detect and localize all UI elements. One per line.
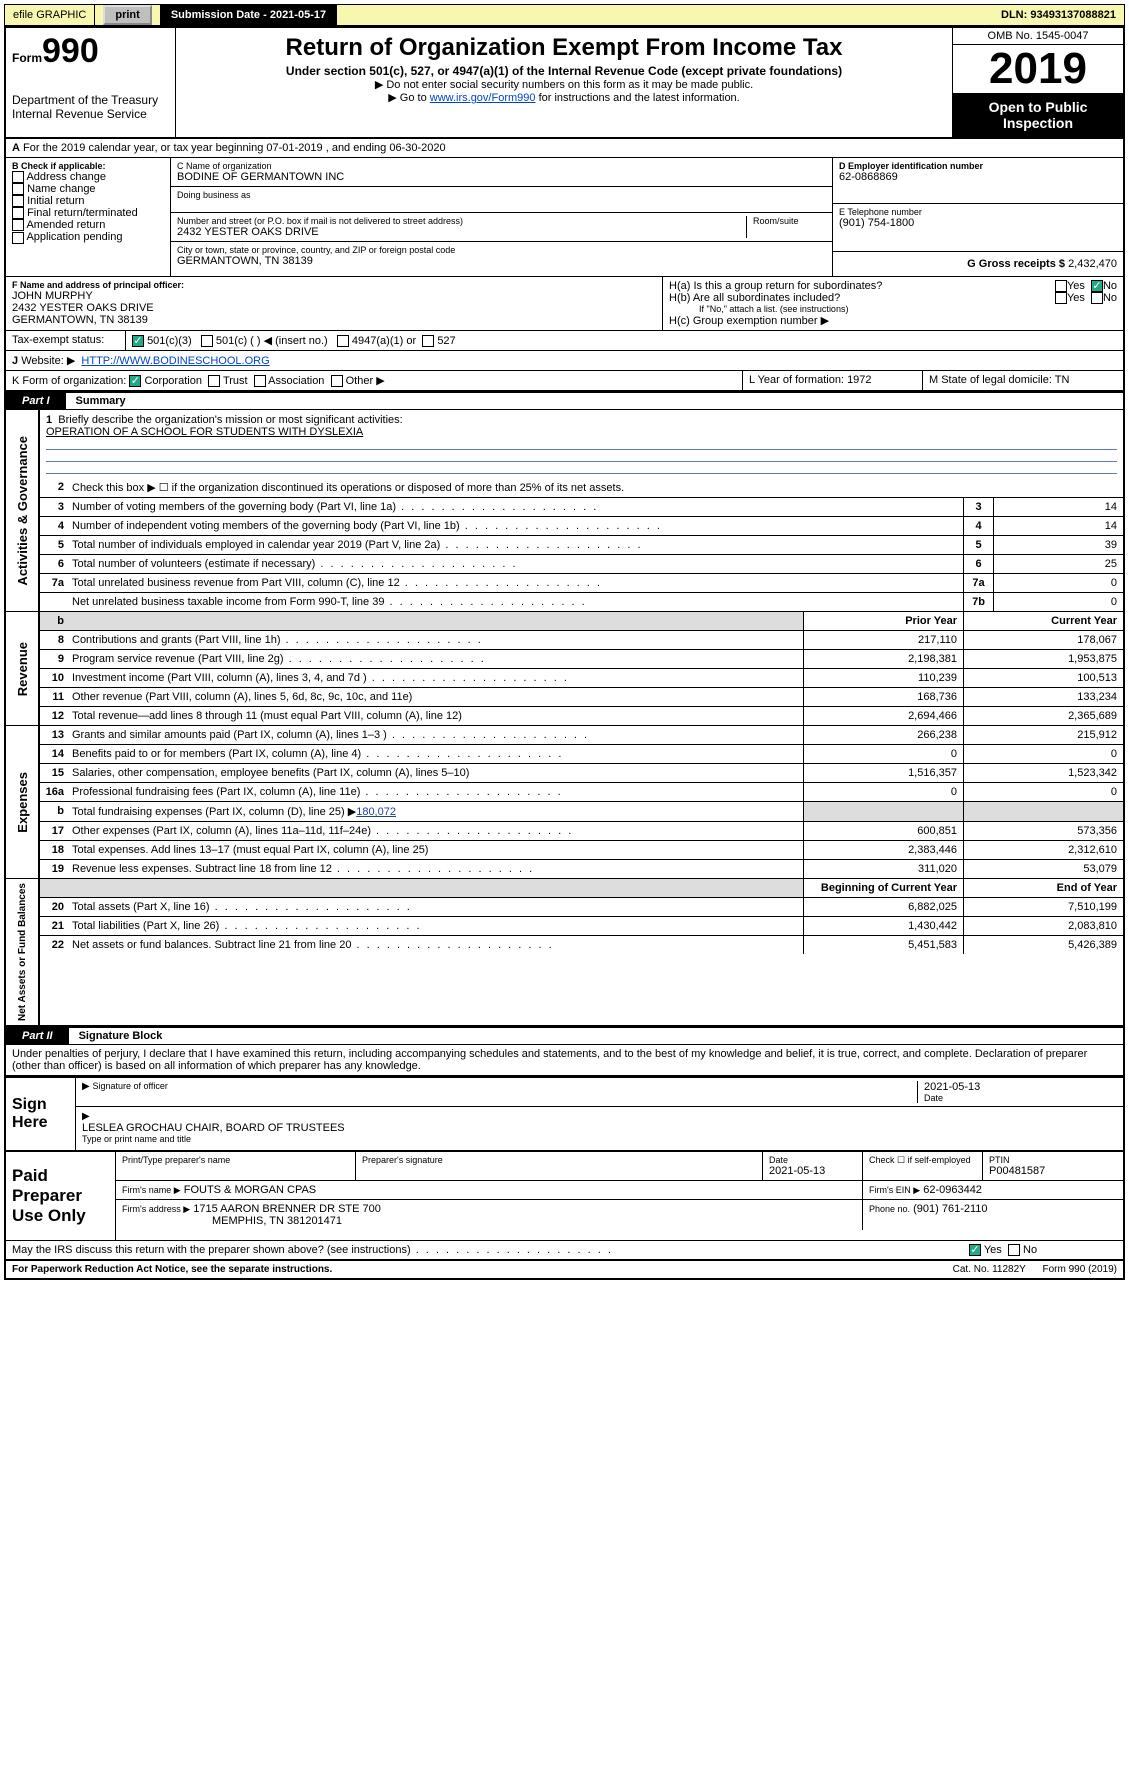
form-prefix: Form xyxy=(12,51,42,65)
paid-preparer-block: Paid Preparer Use Only Print/Type prepar… xyxy=(6,1150,1123,1240)
org-phone: (901) 754-1800 xyxy=(839,217,1117,229)
line-a-text: A For the 2019 calendar year, or tax yea… xyxy=(6,139,1123,157)
sign-here-block: Sign Here Signature of officer 2021-05-1… xyxy=(6,1076,1123,1150)
form-body: Form990 Department of the Treasury Inter… xyxy=(4,26,1125,1280)
website-link[interactable]: HTTP://WWW.BODINESCHOOL.ORG xyxy=(81,355,269,367)
box-deg: D Employer identification number 62-0868… xyxy=(833,158,1123,276)
form-number: 990 xyxy=(42,32,99,70)
revenue-section: Revenue bPrior YearCurrent Year 8Contrib… xyxy=(6,612,1123,726)
line-a: A For the 2019 calendar year, or tax yea… xyxy=(6,139,1123,158)
dln: DLN: 93493137088821 xyxy=(993,5,1124,25)
print-button[interactable]: print xyxy=(95,5,160,25)
box-f: F Name and address of principal officer:… xyxy=(6,277,663,330)
mission-text: OPERATION OF A SCHOOL FOR STUDENTS WITH … xyxy=(46,426,363,438)
form-title: Return of Organization Exempt From Incom… xyxy=(186,34,942,62)
ck-name[interactable]: Name change xyxy=(12,183,164,195)
goto-note: ▶ Go to www.irs.gov/Form990 for instruct… xyxy=(186,91,942,104)
org-name: BODINE OF GERMANTOWN INC xyxy=(177,171,826,183)
box-b: B Check if applicable: Address change Na… xyxy=(6,158,171,276)
v3: 14 xyxy=(993,498,1123,516)
line-i: Tax-exempt status: 501(c)(3) 501(c) ( ) … xyxy=(6,331,1123,351)
gross-receipts: 2,432,470 xyxy=(1068,258,1117,270)
ck-address[interactable]: Address change xyxy=(12,171,164,183)
discuss-yes[interactable] xyxy=(969,1244,981,1256)
omb-number: OMB No. 1545-0047 xyxy=(953,28,1123,45)
bcdeg-block: B Check if applicable: Address change Na… xyxy=(6,158,1123,277)
tax-year: 2019 xyxy=(953,45,1123,93)
org-city: GERMANTOWN, TN 38139 xyxy=(177,255,826,267)
ptin: P00481587 xyxy=(989,1165,1117,1177)
ssn-note: ▶ Do not enter social security numbers o… xyxy=(186,78,942,91)
ck-501c3[interactable] xyxy=(132,335,144,347)
v7a: 0 xyxy=(993,574,1123,592)
ck-initial[interactable]: Initial return xyxy=(12,195,164,207)
ck-pending[interactable]: Application pending xyxy=(12,231,164,243)
box-c: C Name of organization BODINE OF GERMANT… xyxy=(171,158,833,276)
footer: For Paperwork Reduction Act Notice, see … xyxy=(6,1260,1123,1278)
line-klm: K Form of organization: Corporation Trus… xyxy=(6,371,1123,391)
box-h: H(a) Is this a group return for subordin… xyxy=(663,277,1123,330)
discuss-line: May the IRS discuss this return with the… xyxy=(6,1240,1123,1260)
org-address: 2432 YESTER OAKS DRIVE xyxy=(177,226,746,238)
netassets-section: Net Assets or Fund Balances Beginning of… xyxy=(6,879,1123,1026)
header-left: Form990 Department of the Treasury Inter… xyxy=(6,28,176,137)
irs-link[interactable]: www.irs.gov/Form990 xyxy=(430,92,536,104)
v5: 39 xyxy=(993,536,1123,554)
open-inspection: Open to Public Inspection xyxy=(953,93,1123,137)
firm-ein: 62-0963442 xyxy=(923,1184,982,1196)
header-right: OMB No. 1545-0047 2019 Open to Public In… xyxy=(953,28,1123,137)
hb-no[interactable] xyxy=(1091,292,1103,304)
dept-irs: Internal Revenue Service xyxy=(12,107,169,121)
form-subtitle: Under section 501(c), 527, or 4947(a)(1)… xyxy=(186,64,942,78)
v6: 25 xyxy=(993,555,1123,573)
discuss-no[interactable] xyxy=(1008,1244,1020,1256)
officer-name: JOHN MURPHY xyxy=(12,290,656,302)
expenses-section: Expenses 13Grants and similar amounts pa… xyxy=(6,726,1123,879)
firm-phone: (901) 761-2110 xyxy=(913,1203,987,1215)
ha-yes[interactable] xyxy=(1055,280,1067,292)
part2-header: Part II Signature Block xyxy=(6,1026,1123,1045)
v4: 14 xyxy=(993,517,1123,535)
year-formation: 1972 xyxy=(847,374,871,386)
hb-yes[interactable] xyxy=(1055,292,1067,304)
ha-no[interactable] xyxy=(1091,280,1103,292)
efile-label: efile GRAPHIC xyxy=(5,5,95,25)
fh-block: F Name and address of principal officer:… xyxy=(6,277,1123,331)
ck-amended[interactable]: Amended return xyxy=(12,219,164,231)
ck-final[interactable]: Final return/terminated xyxy=(12,207,164,219)
officer-signature-name: LESLEA GROCHAU CHAIR, BOARD OF TRUSTEES xyxy=(82,1122,1117,1134)
ein: 62-0868869 xyxy=(839,171,1117,183)
form-header: Form990 Department of the Treasury Inter… xyxy=(6,28,1123,139)
part1-header: Part I Summary xyxy=(6,391,1123,410)
firm-name: FOUTS & MORGAN CPAS xyxy=(184,1184,316,1196)
submission-date: Submission Date - 2021-05-17 xyxy=(161,5,337,25)
governance-section: Activities & Governance 1 Briefly descri… xyxy=(6,410,1123,612)
topbar: efile GRAPHIC print Submission Date - 20… xyxy=(4,4,1125,26)
line-j: J Website: ▶ HTTP://WWW.BODINESCHOOL.ORG xyxy=(6,351,1123,371)
v7b: 0 xyxy=(993,593,1123,611)
dept-treasury: Department of the Treasury xyxy=(12,93,169,107)
state-domicile: TN xyxy=(1055,374,1070,386)
header-mid: Return of Organization Exempt From Incom… xyxy=(176,28,953,137)
ck-corp[interactable] xyxy=(129,375,141,387)
perjury-text: Under penalties of perjury, I declare th… xyxy=(6,1045,1123,1076)
